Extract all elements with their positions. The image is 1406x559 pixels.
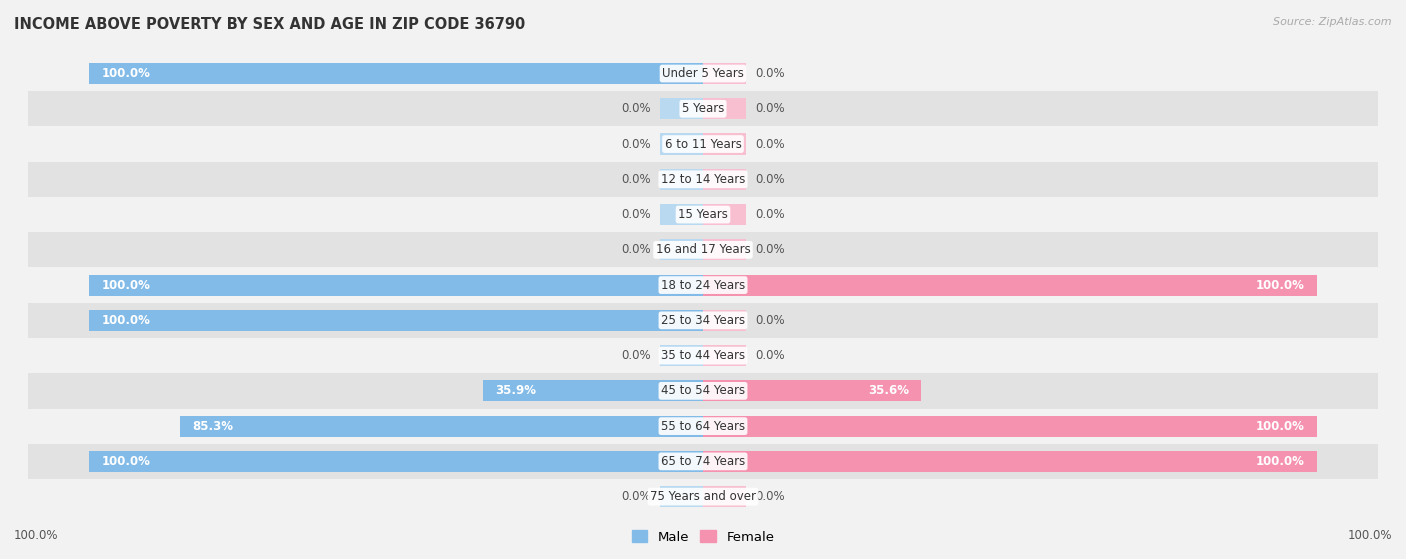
Bar (28, 373, 1378, 409)
Text: 0.0%: 0.0% (621, 349, 651, 362)
Text: 0.0%: 0.0% (755, 138, 785, 150)
Bar (703, 63, 747, 84)
Bar (659, 98, 703, 120)
Bar (703, 380, 921, 401)
Bar (28, 56, 1378, 91)
Bar (28, 479, 1378, 514)
Bar (703, 486, 747, 507)
Text: 0.0%: 0.0% (755, 314, 785, 327)
Bar (703, 310, 747, 331)
Bar (28, 338, 1378, 373)
Text: Source: ZipAtlas.com: Source: ZipAtlas.com (1274, 17, 1392, 27)
Text: 100.0%: 100.0% (1256, 278, 1305, 292)
Text: 100.0%: 100.0% (101, 314, 150, 327)
Bar (28, 267, 1378, 303)
Text: 0.0%: 0.0% (755, 349, 785, 362)
Text: Under 5 Years: Under 5 Years (662, 67, 744, 80)
Bar (28, 232, 1378, 267)
Legend: Male, Female: Male, Female (626, 525, 780, 549)
Bar (703, 98, 747, 120)
Text: 0.0%: 0.0% (755, 208, 785, 221)
Bar (28, 197, 1378, 232)
Bar (703, 274, 1316, 296)
Text: 0.0%: 0.0% (621, 208, 651, 221)
Text: 0.0%: 0.0% (755, 243, 785, 257)
Bar (703, 415, 1316, 437)
Text: 100.0%: 100.0% (1256, 455, 1305, 468)
Text: 100.0%: 100.0% (101, 455, 150, 468)
Text: 100.0%: 100.0% (1347, 529, 1392, 542)
Text: 100.0%: 100.0% (101, 278, 150, 292)
Text: 18 to 24 Years: 18 to 24 Years (661, 278, 745, 292)
Text: 0.0%: 0.0% (621, 102, 651, 115)
Bar (482, 380, 703, 401)
Bar (90, 310, 703, 331)
Text: 35.6%: 35.6% (868, 385, 910, 397)
Bar (703, 451, 1316, 472)
Bar (703, 169, 747, 190)
Text: 0.0%: 0.0% (755, 173, 785, 186)
Text: 0.0%: 0.0% (755, 67, 785, 80)
Bar (28, 162, 1378, 197)
Bar (659, 345, 703, 366)
Bar (659, 486, 703, 507)
Bar (659, 204, 703, 225)
Bar (28, 444, 1378, 479)
Text: 12 to 14 Years: 12 to 14 Years (661, 173, 745, 186)
Bar (28, 409, 1378, 444)
Text: 5 Years: 5 Years (682, 102, 724, 115)
Text: 25 to 34 Years: 25 to 34 Years (661, 314, 745, 327)
Text: 75 Years and over: 75 Years and over (650, 490, 756, 503)
Bar (659, 134, 703, 155)
Text: 85.3%: 85.3% (193, 420, 233, 433)
Text: 35.9%: 35.9% (495, 385, 536, 397)
Text: 55 to 64 Years: 55 to 64 Years (661, 420, 745, 433)
Text: 35 to 44 Years: 35 to 44 Years (661, 349, 745, 362)
Text: 100.0%: 100.0% (1256, 420, 1305, 433)
Text: 0.0%: 0.0% (621, 138, 651, 150)
Text: 65 to 74 Years: 65 to 74 Years (661, 455, 745, 468)
Text: 0.0%: 0.0% (621, 490, 651, 503)
Text: 15 Years: 15 Years (678, 208, 728, 221)
Text: INCOME ABOVE POVERTY BY SEX AND AGE IN ZIP CODE 36790: INCOME ABOVE POVERTY BY SEX AND AGE IN Z… (14, 17, 526, 32)
Bar (703, 134, 747, 155)
Bar (703, 204, 747, 225)
Bar (90, 451, 703, 472)
Bar (703, 345, 747, 366)
Bar (90, 274, 703, 296)
Bar (28, 91, 1378, 126)
Text: 0.0%: 0.0% (755, 490, 785, 503)
Text: 6 to 11 Years: 6 to 11 Years (665, 138, 741, 150)
Bar (28, 303, 1378, 338)
Text: 100.0%: 100.0% (14, 529, 59, 542)
Bar (28, 126, 1378, 162)
Text: 45 to 54 Years: 45 to 54 Years (661, 385, 745, 397)
Text: 0.0%: 0.0% (755, 102, 785, 115)
Text: 0.0%: 0.0% (621, 243, 651, 257)
Bar (90, 63, 703, 84)
Text: 0.0%: 0.0% (621, 173, 651, 186)
Bar (659, 169, 703, 190)
Bar (659, 239, 703, 260)
Bar (703, 239, 747, 260)
Text: 16 and 17 Years: 16 and 17 Years (655, 243, 751, 257)
Bar (180, 415, 703, 437)
Text: 100.0%: 100.0% (101, 67, 150, 80)
